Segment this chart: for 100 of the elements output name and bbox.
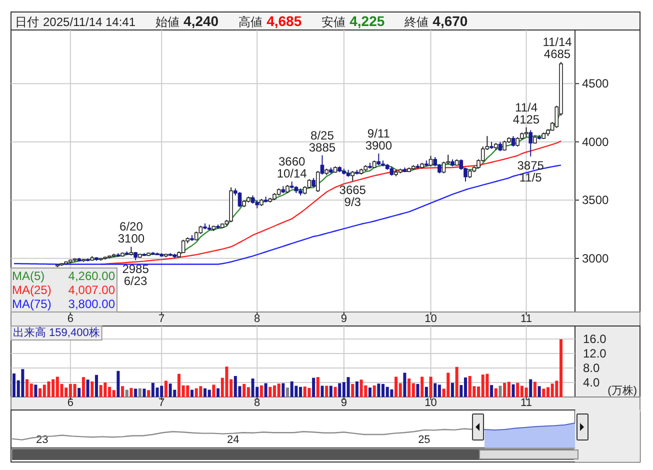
series-label: MA(5) bbox=[12, 269, 45, 283]
annotation: 3665 9/3 bbox=[339, 182, 366, 209]
bar bbox=[360, 380, 363, 397]
bar bbox=[320, 386, 324, 397]
bar bbox=[494, 388, 498, 397]
x-tick-label: 9 bbox=[340, 397, 347, 409]
bar bbox=[408, 378, 411, 397]
candlestick bbox=[390, 166, 394, 176]
bar bbox=[455, 366, 458, 397]
candlestick bbox=[511, 136, 516, 148]
candlestick bbox=[442, 161, 446, 174]
bar bbox=[134, 388, 138, 397]
x-tick-label: 6 bbox=[67, 397, 74, 409]
bar bbox=[294, 386, 298, 397]
bar bbox=[312, 378, 316, 397]
y-tick-label: 4.0 bbox=[583, 376, 600, 390]
y-tick-label: 8.0 bbox=[583, 361, 600, 376]
bar bbox=[208, 390, 211, 397]
bar bbox=[164, 380, 168, 397]
bar bbox=[420, 376, 424, 397]
text: 4,225 bbox=[350, 13, 385, 29]
bar bbox=[394, 376, 398, 397]
bar bbox=[424, 386, 428, 397]
x-tick-label: 7 bbox=[158, 313, 165, 325]
bar bbox=[368, 388, 372, 397]
bar bbox=[329, 386, 332, 397]
annotation: 2985 6/23 bbox=[122, 262, 150, 288]
bar bbox=[142, 388, 146, 397]
bar bbox=[316, 377, 320, 397]
x-tick-label: 25 bbox=[418, 434, 430, 446]
bar bbox=[212, 384, 216, 397]
bar bbox=[160, 386, 164, 397]
bar bbox=[464, 377, 467, 397]
bar bbox=[78, 388, 81, 397]
bar bbox=[116, 370, 120, 397]
bar bbox=[168, 384, 172, 397]
bar bbox=[47, 381, 50, 397]
bar bbox=[225, 366, 228, 397]
text: 2025/11/14 14:41 bbox=[43, 15, 136, 29]
bar bbox=[30, 384, 33, 397]
x-tick-label: 8 bbox=[254, 397, 260, 409]
bar bbox=[242, 384, 246, 397]
bar bbox=[542, 388, 546, 397]
y-tick-label: 12.0 bbox=[583, 346, 607, 361]
bar bbox=[264, 383, 268, 397]
bar bbox=[82, 377, 85, 397]
bar bbox=[277, 384, 280, 397]
bar bbox=[372, 385, 376, 397]
text: 始値 bbox=[156, 15, 180, 29]
candlestick bbox=[316, 170, 320, 192]
candlestick bbox=[376, 153, 381, 166]
y-tick-label: 3000 bbox=[582, 251, 610, 266]
bar bbox=[524, 388, 528, 397]
y-tick-label: 4500 bbox=[582, 76, 610, 91]
bar bbox=[234, 376, 237, 397]
y-tick-label: 3500 bbox=[582, 193, 610, 208]
bar bbox=[512, 384, 515, 397]
annotation: 3875 11/5 bbox=[517, 158, 544, 184]
x-tick-label: 10 bbox=[424, 313, 437, 325]
annotation: 6/20 3100 bbox=[118, 220, 145, 246]
bar bbox=[21, 369, 24, 397]
bar bbox=[403, 372, 406, 397]
annotation: 8/25 3885 bbox=[308, 128, 336, 154]
bar bbox=[282, 383, 285, 397]
bar bbox=[390, 389, 394, 397]
bar bbox=[186, 385, 190, 397]
bar bbox=[204, 388, 207, 397]
text: 終値 bbox=[404, 15, 429, 29]
annotation: 4,007.00 bbox=[68, 283, 116, 297]
text: 日付 bbox=[15, 15, 39, 29]
x-tick-label: 6 bbox=[67, 313, 74, 325]
text: MA(25) bbox=[12, 283, 52, 297]
bar bbox=[268, 386, 272, 397]
bar bbox=[481, 374, 484, 397]
bar bbox=[260, 385, 263, 397]
candlestick bbox=[312, 177, 316, 188]
bar bbox=[507, 382, 510, 397]
bar bbox=[73, 384, 76, 397]
text: MA(75) bbox=[12, 297, 52, 311]
bar bbox=[346, 377, 350, 397]
bar bbox=[99, 385, 102, 397]
candlestick bbox=[181, 239, 186, 254]
bar bbox=[438, 384, 441, 397]
bar bbox=[64, 388, 68, 397]
bar bbox=[194, 388, 198, 397]
bar bbox=[34, 384, 38, 397]
x-tick-label: 7 bbox=[158, 397, 165, 409]
candlestick bbox=[524, 126, 528, 138]
bar bbox=[290, 381, 294, 397]
bar bbox=[468, 376, 472, 397]
bar bbox=[334, 386, 337, 397]
bar bbox=[303, 386, 306, 397]
bar bbox=[251, 378, 254, 397]
bar bbox=[429, 376, 432, 397]
bar bbox=[38, 388, 42, 397]
text: 4,670 bbox=[432, 13, 468, 29]
x-tick-label: 9 bbox=[340, 313, 347, 325]
annotation: 11/4 4125 bbox=[512, 100, 540, 126]
candlestick bbox=[428, 155, 433, 167]
bar bbox=[104, 382, 107, 397]
